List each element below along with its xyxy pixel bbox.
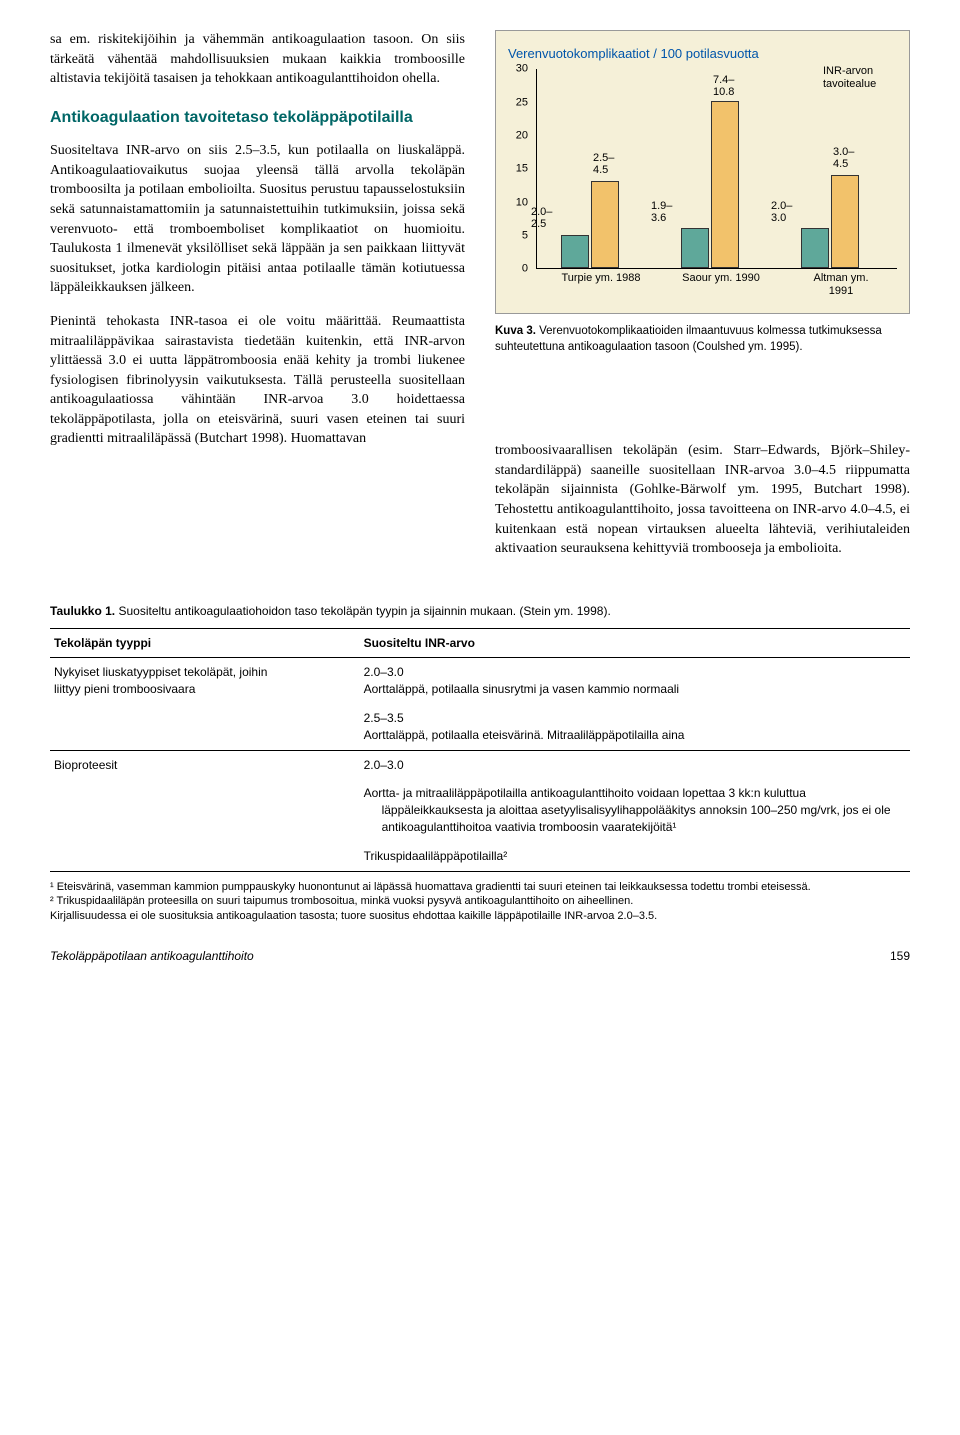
y-tick-20: 20 <box>516 128 528 143</box>
chart-title: Verenvuotokomplikaatiot / 100 potilasvuo… <box>508 45 897 63</box>
caption-bold: Kuva 3. <box>495 325 536 337</box>
table-title-bold: Taulukko 1. <box>50 604 115 618</box>
table-row: Bioproteesit 2.0–3.0 <box>50 750 910 779</box>
bar-high-range-3: 3.0–4.5 <box>833 146 873 170</box>
chart-y-axis: 30 25 20 15 10 5 0 <box>508 69 532 269</box>
x-label-1: Turpie ym. 1988 <box>561 268 641 285</box>
y-tick-0: 0 <box>522 261 528 276</box>
th-type: Tekoläpän tyyppi <box>50 628 360 658</box>
table-footnotes: ¹ Eteisvärinä, vasemman kammion pumppaus… <box>50 880 910 925</box>
y-tick-30: 30 <box>516 61 528 76</box>
footnote-2: ² Trikuspidaaliläpän proteesilla on suur… <box>50 894 910 909</box>
row1-c2a: 2.0–3.0 <box>364 665 404 679</box>
row2-c1: Bioproteesit <box>50 750 360 779</box>
bar-low-2 <box>681 228 709 268</box>
bar-high-range-2: 7.4–10.8 <box>713 74 753 98</box>
bar-high-1 <box>591 181 619 268</box>
page-number: 159 <box>890 948 910 965</box>
row1-c1a: Nykyiset liuskatyyppiset tekoläpät, joih… <box>54 665 267 679</box>
y-tick-5: 5 <box>522 228 528 243</box>
chart-caption: Kuva 3. Verenvuotokomplikaatioiden ilmaa… <box>495 324 910 355</box>
footnote-3: Kirjallisuudessa ei ole suosituksia anti… <box>50 909 910 924</box>
footer-left: Tekoläppäpotilaan antikoagulanttihoito <box>50 948 254 965</box>
bar-high-range-1: 2.5–4.5 <box>593 152 633 176</box>
th-inr: Suositeltu INR-arvo <box>360 628 910 658</box>
table-section: Taulukko 1. Suositeltu antikoagulaatioho… <box>50 603 910 924</box>
chart-body: 30 25 20 15 10 5 0 INR-arvon tavoitealue… <box>508 69 897 299</box>
table-title-rest: Suositeltu antikoagulaatiohoidon taso te… <box>115 604 611 618</box>
row2c-c2: Trikuspidaaliläppäpotilailla² <box>360 842 910 871</box>
section-heading: Antikoagulaation tavoitetaso tekoläppäpo… <box>50 107 465 129</box>
recommendation-table: Tekoläpän tyyppi Suositeltu INR-arvo Nyk… <box>50 628 910 872</box>
x-label-2: Saour ym. 1990 <box>681 268 761 285</box>
table-row: Nykyiset liuskatyyppiset tekoläpät, joih… <box>50 658 910 704</box>
bar-low-range-2: 1.9–3.6 <box>651 200 691 224</box>
row1b-c2b: Aorttaläppä, potilaalla eteisvärinä. Mit… <box>364 728 685 742</box>
bar-high-2 <box>711 101 739 268</box>
bar-low-range-1: 2.0–2.5 <box>531 206 571 230</box>
chart-legend-note: INR-arvon tavoitealue <box>823 65 893 91</box>
table-title: Taulukko 1. Suositeltu antikoagulaatioho… <box>50 603 910 620</box>
x-label-3: Altman ym. 1991 <box>801 268 881 298</box>
bar-low-range-3: 2.0–3.0 <box>771 200 811 224</box>
row2-c2: 2.0–3.0 <box>360 750 910 779</box>
row1-c1b: liittyy pieni tromboosivaara <box>54 682 195 696</box>
left-para-1: sa em. riskitekijöihin ja vähemmän antik… <box>50 30 465 89</box>
y-tick-25: 25 <box>516 95 528 110</box>
caption-rest: Verenvuotokomplikaatioiden ilmaantuvuus … <box>495 325 882 353</box>
left-para-3: Pienintä tehokasta INR-tasoa ei ole voit… <box>50 312 465 449</box>
chart-container: Verenvuotokomplikaatiot / 100 potilasvuo… <box>495 30 910 314</box>
y-tick-15: 15 <box>516 161 528 176</box>
table-row: Trikuspidaaliläppäpotilailla² <box>50 842 910 871</box>
left-para-2: Suositeltava INR-arvo on siis 2.5–3.5, k… <box>50 141 465 298</box>
table-row: 2.5–3.5 Aorttaläppä, potilaalla eteisvär… <box>50 704 910 750</box>
row1-c2b: Aorttaläppä, potilaalla sinusrytmi ja va… <box>364 682 679 696</box>
row2b-c2: Aortta- ja mitraaliläppäpotilailla antik… <box>364 785 906 835</box>
y-tick-10: 10 <box>516 195 528 210</box>
bar-low-3 <box>801 228 829 268</box>
row1b-c2a: 2.5–3.5 <box>364 711 404 725</box>
table-row: Aortta- ja mitraaliläppäpotilailla antik… <box>50 779 910 841</box>
bar-high-3 <box>831 175 859 268</box>
right-para-1: tromboosivaarallisen tekoläpän (esim. St… <box>495 441 910 559</box>
bar-low-1 <box>561 235 589 268</box>
chart-plot: INR-arvon tavoitealue 2.5–4.5 2.0–2.5 Tu… <box>536 69 897 269</box>
page-footer: Tekoläppäpotilaan antikoagulanttihoito 1… <box>50 948 910 965</box>
footnote-1: ¹ Eteisvärinä, vasemman kammion pumppaus… <box>50 880 910 895</box>
